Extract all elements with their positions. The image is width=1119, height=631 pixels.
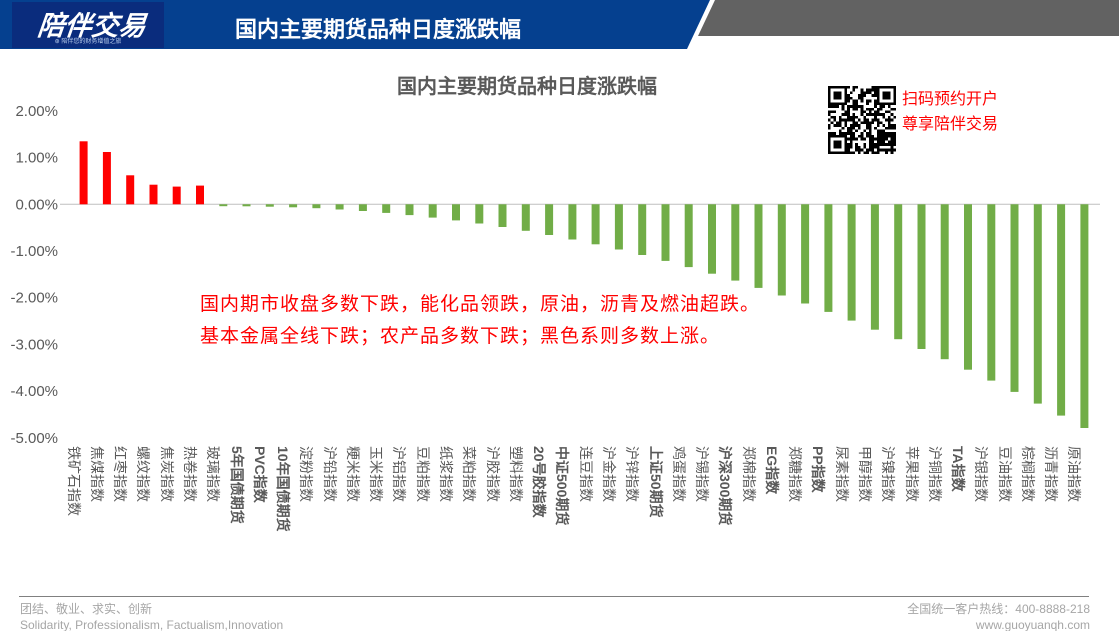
svg-text:0.00%: 0.00%	[15, 196, 58, 213]
svg-text:-1.00%: -1.00%	[10, 243, 58, 260]
svg-text:-2.00%: -2.00%	[10, 290, 58, 307]
svg-text:-4.00%: -4.00%	[10, 383, 58, 400]
svg-text:-3.00%: -3.00%	[10, 336, 58, 353]
svg-text:2.00%: 2.00%	[15, 103, 58, 120]
svg-text:-5.00%: -5.00%	[10, 430, 58, 447]
svg-text:1.00%: 1.00%	[15, 150, 58, 167]
